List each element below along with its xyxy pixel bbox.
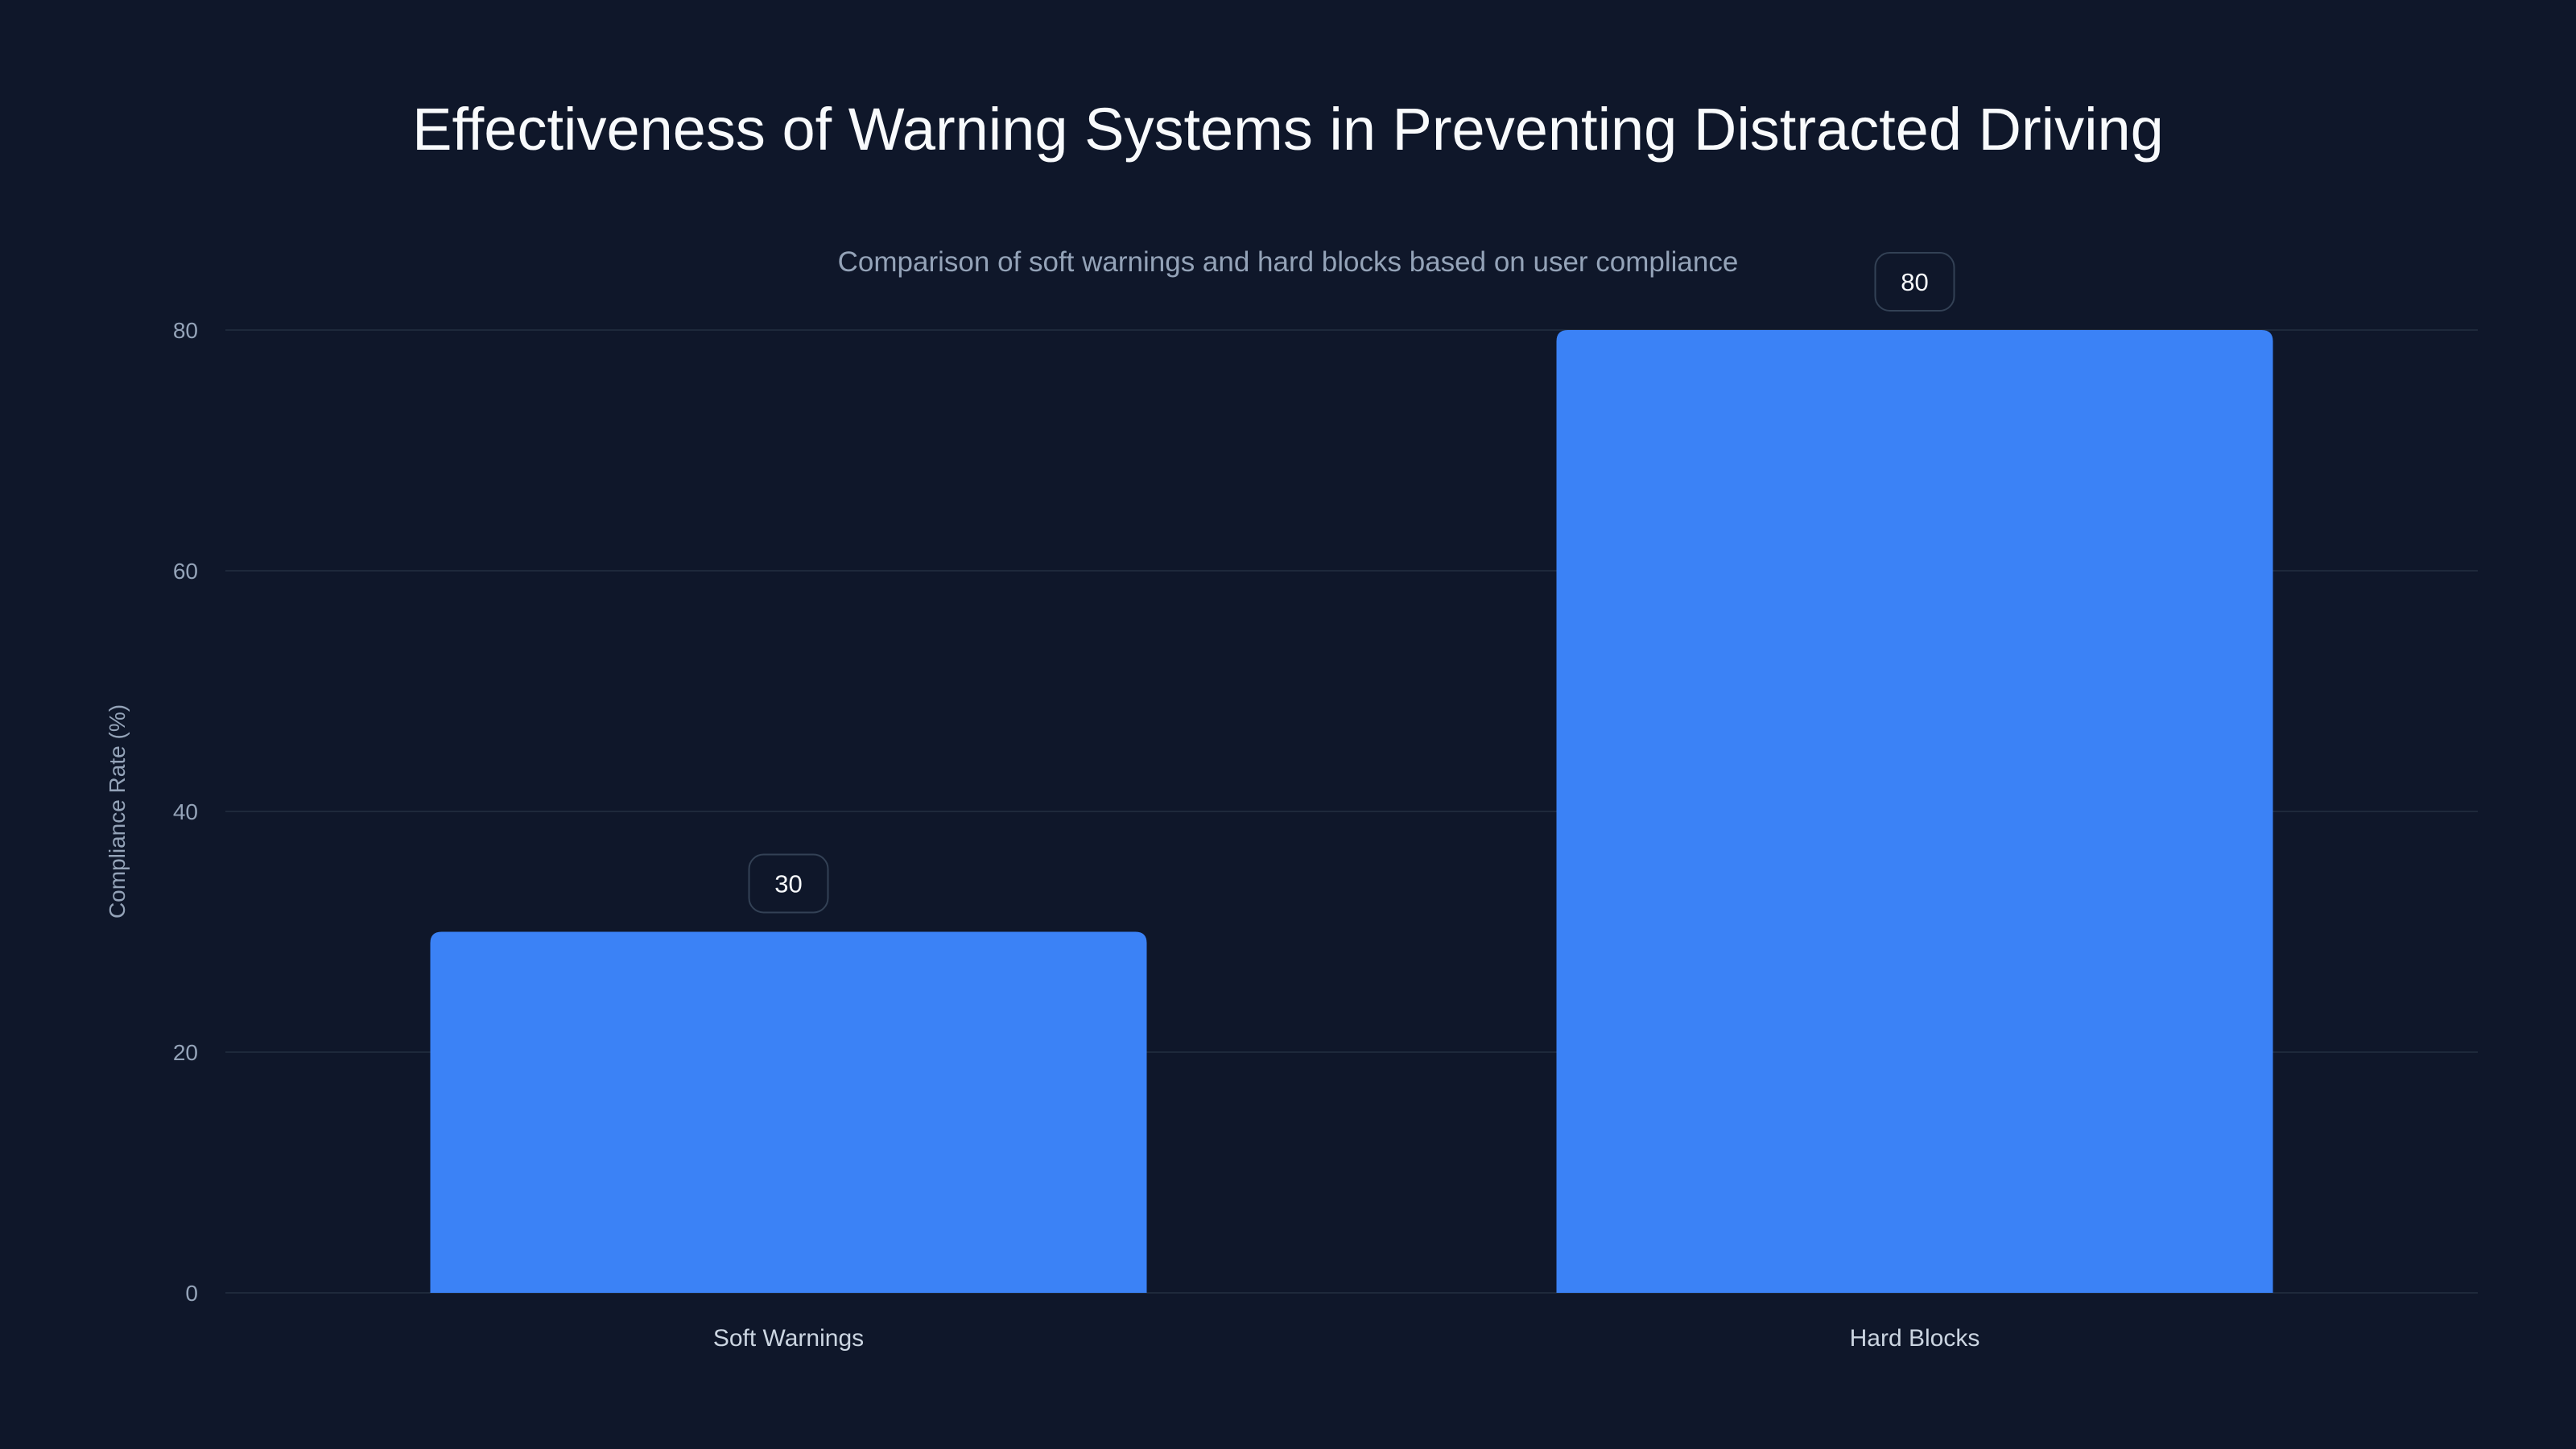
y-tick-label: 0 bbox=[185, 1281, 198, 1306]
x-tick-label: Soft Warnings bbox=[713, 1325, 864, 1352]
data-label-box bbox=[748, 853, 829, 914]
data-label: 30 bbox=[774, 870, 802, 898]
y-tick-label: 60 bbox=[173, 559, 198, 584]
y-tick-label: 80 bbox=[173, 318, 198, 343]
chart-subtitle: Comparison of soft warnings and hard blo… bbox=[837, 246, 1739, 278]
y-tick-label: 20 bbox=[173, 1040, 198, 1065]
y-tick-label: 40 bbox=[173, 799, 198, 824]
chart-title: Effectiveness of Warning Systems in Prev… bbox=[412, 96, 2164, 163]
data-label-box bbox=[1874, 252, 1955, 312]
x-tick-label: Hard Blocks bbox=[1850, 1325, 1980, 1352]
y-axis-label: Compliance Rate (%) bbox=[105, 704, 130, 919]
data-label: 80 bbox=[1901, 268, 1928, 296]
bar bbox=[430, 931, 1147, 1293]
bar bbox=[1556, 330, 2273, 1293]
